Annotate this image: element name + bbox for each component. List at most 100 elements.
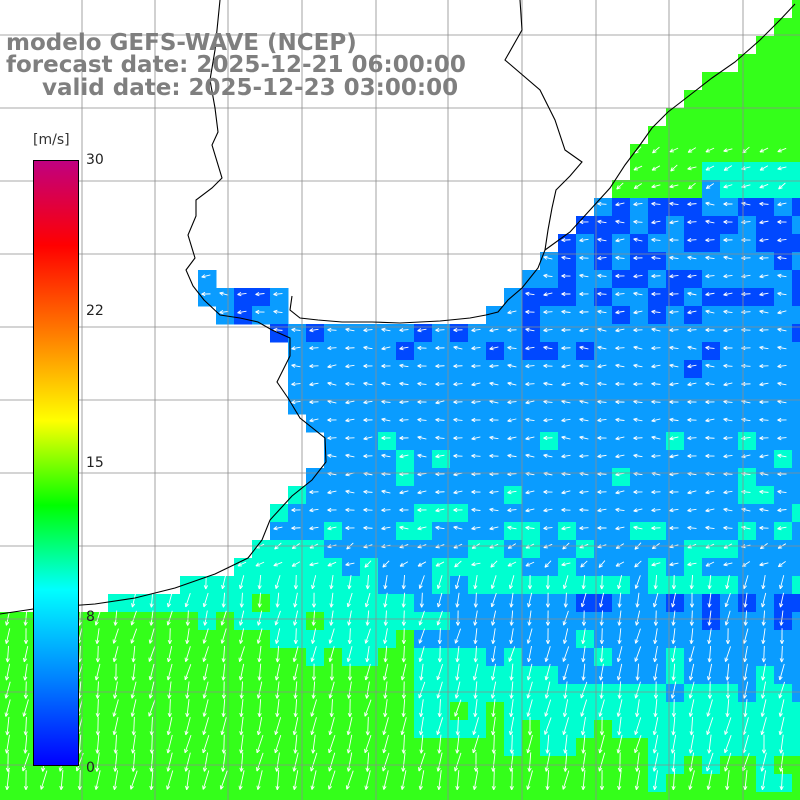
wind-arrow bbox=[292, 717, 299, 736]
field-cell bbox=[306, 468, 325, 487]
wind-arrow bbox=[651, 184, 661, 189]
wind-arrow bbox=[507, 363, 517, 368]
wind-arrow bbox=[526, 628, 533, 644]
wind-arrow bbox=[221, 681, 226, 699]
field-cell bbox=[774, 108, 793, 127]
field-cell bbox=[756, 630, 775, 649]
field-cell bbox=[504, 324, 523, 343]
wind-arrow bbox=[597, 454, 607, 459]
wind-arrow bbox=[669, 417, 679, 422]
wind-arrow bbox=[347, 699, 352, 718]
wind-arrow bbox=[310, 646, 317, 663]
field-cell bbox=[486, 306, 505, 325]
field-cell bbox=[306, 720, 325, 739]
field-cell bbox=[666, 666, 685, 685]
wind-arrow bbox=[653, 645, 658, 663]
field-cell bbox=[684, 306, 703, 325]
field-cell bbox=[720, 666, 739, 685]
field-cell bbox=[306, 486, 325, 505]
wind-arrow bbox=[365, 752, 370, 772]
wind-arrow bbox=[561, 237, 571, 243]
wind-arrow bbox=[651, 381, 661, 387]
field-cell bbox=[540, 540, 559, 559]
field-cell bbox=[702, 504, 721, 523]
field-cell bbox=[666, 432, 685, 451]
wind-arrow bbox=[364, 699, 372, 717]
field-cell bbox=[270, 576, 289, 595]
field-cell bbox=[450, 612, 469, 631]
wind-arrow bbox=[635, 610, 641, 626]
wind-arrow bbox=[651, 435, 661, 440]
wind-arrow bbox=[687, 453, 697, 459]
wind-arrow bbox=[723, 219, 733, 225]
wind-arrow bbox=[615, 255, 625, 260]
field-cell bbox=[666, 576, 685, 595]
wind-arrow bbox=[633, 489, 643, 495]
wind-arrow bbox=[688, 734, 695, 754]
field-cell bbox=[612, 738, 631, 757]
wind-arrow bbox=[669, 345, 679, 350]
wind-arrow bbox=[489, 507, 499, 512]
wind-arrow bbox=[579, 490, 589, 495]
field-cell bbox=[630, 630, 649, 649]
wind-arrow bbox=[634, 575, 641, 589]
wind-arrow bbox=[275, 770, 280, 791]
wind-arrow bbox=[725, 628, 731, 644]
field-cell bbox=[648, 576, 667, 595]
field-cell bbox=[432, 432, 451, 451]
field-cell bbox=[720, 630, 739, 649]
colorbar-tick-30: 30 bbox=[86, 152, 104, 168]
field-cell bbox=[630, 450, 649, 469]
wind-arrow bbox=[311, 610, 316, 626]
wind-arrow bbox=[651, 364, 661, 369]
field-cell bbox=[576, 558, 595, 577]
field-cell bbox=[486, 396, 505, 415]
wind-arrow bbox=[707, 592, 712, 608]
field-cell bbox=[558, 738, 577, 757]
wind-arrow bbox=[545, 628, 551, 644]
field-cell bbox=[540, 612, 559, 631]
field-cell bbox=[774, 360, 793, 379]
wind-arrow bbox=[778, 681, 786, 699]
wind-arrow bbox=[401, 574, 406, 590]
field-cell bbox=[738, 270, 757, 289]
field-cell bbox=[342, 378, 361, 397]
wind-arrow bbox=[705, 525, 715, 530]
field-cell bbox=[414, 648, 433, 667]
field-cell bbox=[756, 432, 775, 451]
wind-arrow bbox=[327, 327, 337, 333]
field-cell bbox=[612, 684, 631, 703]
field-cell bbox=[18, 684, 37, 703]
wind-arrow bbox=[723, 328, 733, 333]
field-cell bbox=[576, 360, 595, 379]
wind-arrow bbox=[562, 699, 569, 717]
wind-arrow bbox=[309, 399, 319, 405]
field-cell bbox=[720, 342, 739, 361]
field-cell bbox=[396, 450, 415, 469]
wind-arrow bbox=[688, 770, 695, 790]
wind-arrow bbox=[221, 645, 226, 663]
field-cell bbox=[630, 180, 649, 199]
wind-arrow bbox=[669, 327, 679, 333]
field-cell bbox=[612, 468, 631, 487]
field-cell bbox=[702, 216, 721, 235]
wind-arrow bbox=[327, 435, 337, 441]
field-cell bbox=[504, 738, 523, 757]
wind-arrow bbox=[345, 770, 354, 790]
wind-arrow bbox=[274, 717, 282, 736]
field-cell bbox=[720, 108, 739, 127]
wind-arrow bbox=[489, 363, 499, 369]
field-cell bbox=[594, 252, 613, 271]
wind-arrow bbox=[22, 646, 29, 663]
wind-arrow bbox=[257, 592, 262, 608]
wind-arrow bbox=[616, 646, 623, 663]
wind-arrow bbox=[437, 734, 442, 754]
field-cell bbox=[792, 414, 800, 433]
wind-arrow bbox=[706, 717, 714, 735]
field-cell bbox=[684, 720, 703, 739]
field-cell bbox=[414, 684, 433, 703]
wind-arrow bbox=[635, 592, 640, 608]
field-cell bbox=[108, 648, 127, 667]
field-cell bbox=[270, 720, 289, 739]
wind-arrow bbox=[760, 752, 767, 772]
